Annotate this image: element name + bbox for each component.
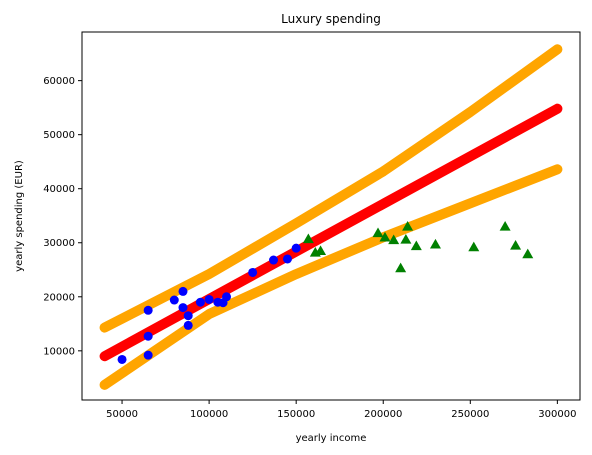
data-point-0-4 — [169, 295, 179, 305]
data-point-1-14 — [522, 248, 534, 259]
y-tick-label-4: 50000 — [43, 130, 75, 141]
data-point-1-5 — [388, 234, 400, 245]
series-line-3 — [99, 44, 563, 333]
y-tick-label-3: 40000 — [43, 184, 75, 195]
data-point-1-6 — [395, 262, 407, 273]
data-point-1-8 — [402, 221, 414, 231]
chart-title: Luxury spending — [281, 12, 381, 26]
y-axis-title: yearly spending (EUR) — [14, 160, 25, 272]
data-point-1-7 — [400, 234, 412, 244]
data-point-1-12 — [499, 221, 511, 231]
data-point-0-8 — [183, 320, 193, 330]
data-point-0-1 — [143, 350, 153, 360]
y-axis: 10000 20000 30000 40000 50000 60000 — [43, 76, 82, 357]
y-tick-label-0: 10000 — [43, 346, 75, 357]
y-tick-label-1: 20000 — [43, 292, 75, 303]
data-point-0-15 — [269, 255, 279, 265]
data-point-0-10 — [204, 294, 214, 304]
data-point-0-3 — [143, 305, 153, 315]
y-tick-label-5: 60000 — [43, 76, 75, 87]
data-point-0-16 — [282, 254, 292, 264]
data-point-0-2 — [143, 331, 153, 341]
data-point-1-10 — [429, 238, 441, 249]
data-point-0-14 — [248, 267, 258, 277]
data-point-1-3 — [372, 227, 384, 238]
plot-frame — [81, 31, 581, 401]
data-point-0-17 — [291, 243, 301, 253]
data-point-1-4 — [379, 231, 391, 242]
data-point-1-13 — [510, 239, 522, 250]
x-tick-label-0: 50000 — [106, 409, 138, 420]
y-tick-label-2: 30000 — [43, 238, 75, 249]
x-tick-label-4: 250000 — [451, 409, 489, 420]
data-point-1-9 — [410, 240, 422, 251]
x-axis: 50000 100000 150000 200000 250000 300000 — [106, 400, 576, 420]
data-point-0-9 — [195, 297, 205, 307]
data-point-0-5 — [178, 286, 188, 296]
x-axis-title: yearly income — [296, 433, 367, 444]
x-tick-label-2: 150000 — [277, 409, 315, 420]
x-tick-label-1: 100000 — [190, 409, 228, 420]
data-point-0-13 — [222, 292, 232, 302]
plot-area — [99, 44, 563, 390]
data-point-1-2 — [315, 245, 327, 255]
x-tick-label-3: 200000 — [364, 409, 402, 420]
data-point-1-11 — [468, 241, 480, 252]
x-tick-label-5: 300000 — [538, 409, 576, 420]
data-point-0-0 — [117, 354, 127, 364]
series-line-2 — [99, 103, 563, 362]
data-point-1-0 — [302, 233, 314, 244]
data-point-0-6 — [178, 303, 188, 313]
data-point-0-7 — [183, 311, 193, 321]
